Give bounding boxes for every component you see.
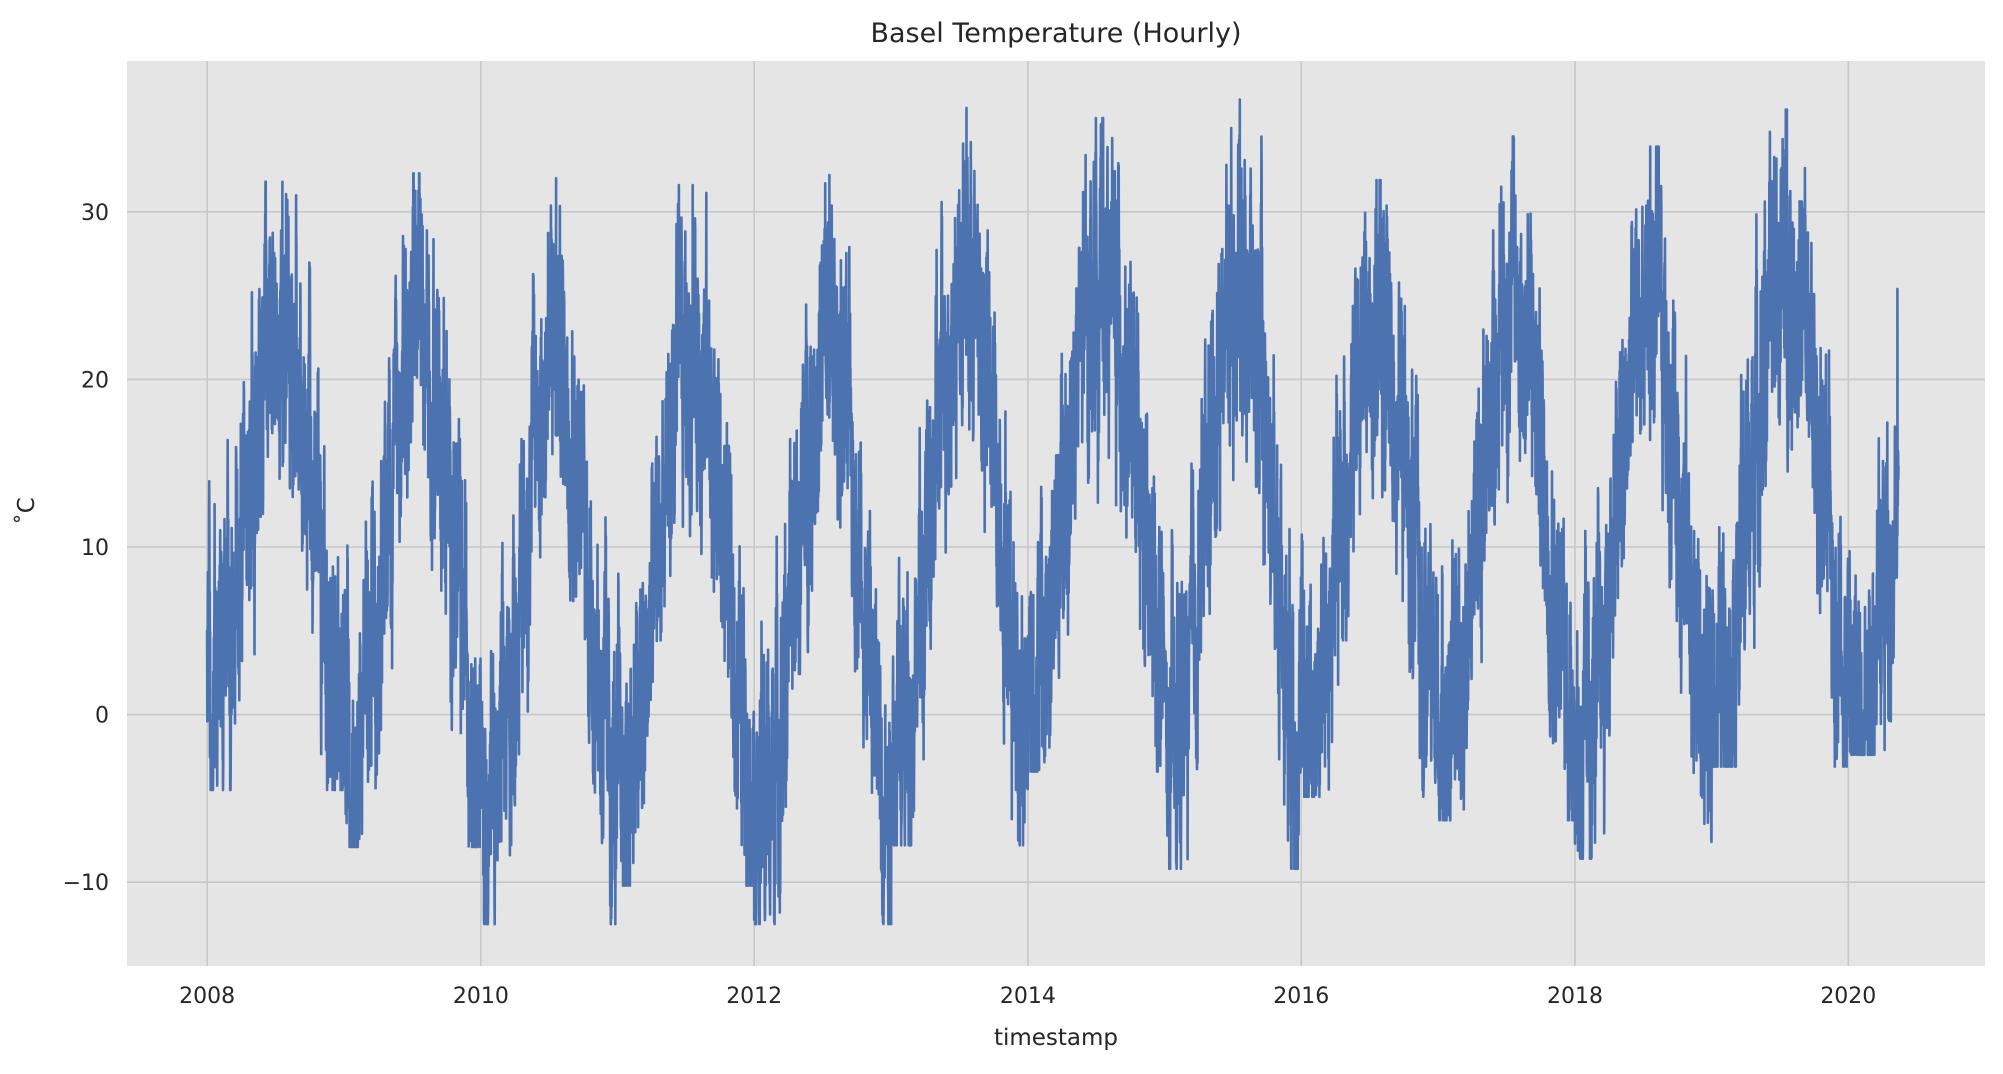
- x-tick-label: 2008: [179, 984, 235, 1009]
- series-line-layer: [205, 98, 1900, 926]
- temperature-series-line: [205, 98, 1900, 926]
- y-tick-label: 0: [95, 704, 109, 729]
- grid-lines: [127, 61, 1985, 966]
- x-axis-ticks: 2008 2010 2012 2014 2016 2018 2020: [179, 984, 1876, 1009]
- y-tick-label: 30: [81, 201, 109, 226]
- x-tick-label: 2020: [1820, 984, 1876, 1009]
- x-tick-label: 2010: [453, 984, 509, 1009]
- y-axis-ticks: −10 0 10 20 30: [63, 201, 109, 896]
- y-axis-label: ˚C: [13, 497, 40, 525]
- x-tick-label: 2014: [1000, 984, 1056, 1009]
- y-tick-label: −10: [63, 871, 109, 896]
- y-tick-label: 10: [81, 536, 109, 561]
- x-tick-label: 2016: [1273, 984, 1329, 1009]
- x-axis-label: timestamp: [994, 1025, 1118, 1051]
- x-tick-label: 2012: [726, 984, 782, 1009]
- chart-title: Basel Temperature (Hourly): [870, 18, 1241, 49]
- y-tick-label: 20: [81, 368, 109, 393]
- x-tick-label: 2018: [1547, 984, 1603, 1009]
